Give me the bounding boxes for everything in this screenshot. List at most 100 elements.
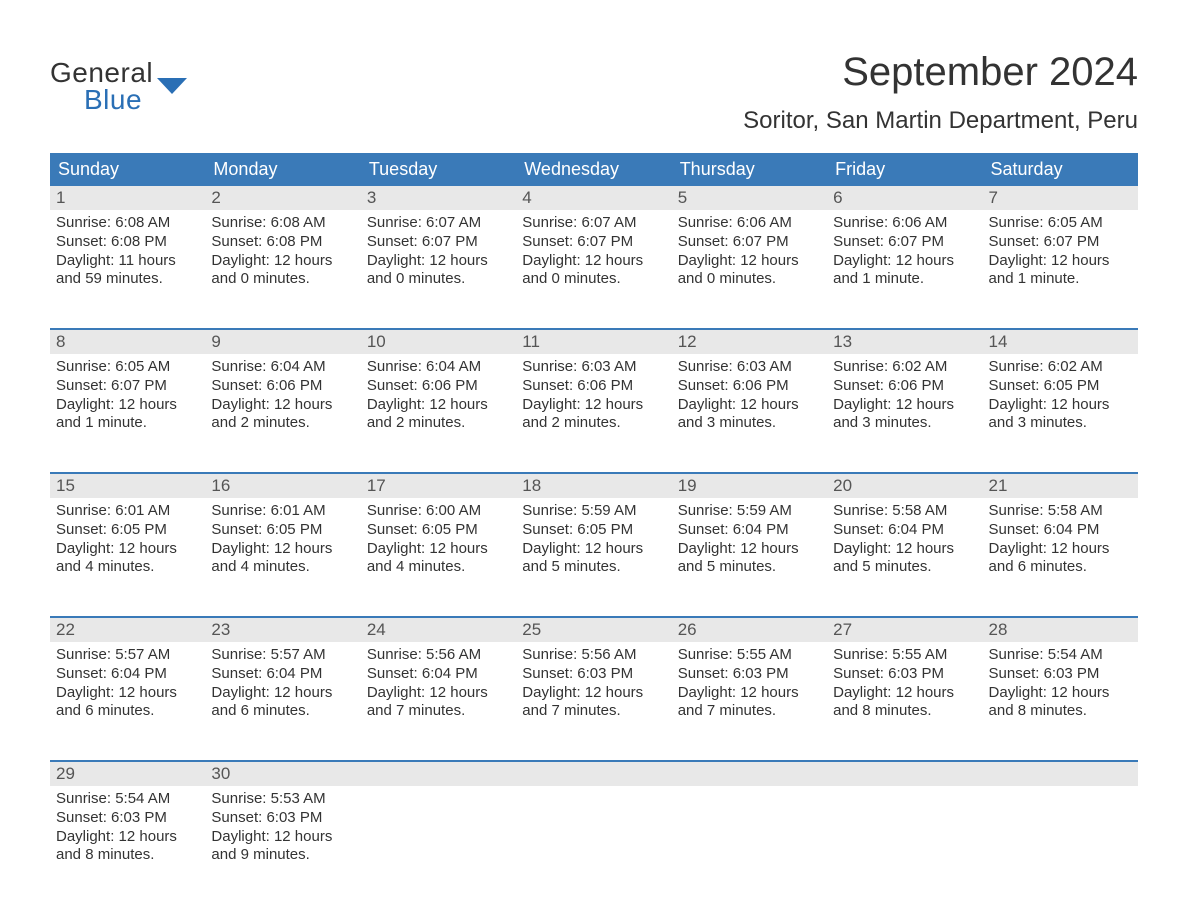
sunrise-text: Sunrise: 6:02 AM: [989, 358, 1132, 377]
daylight-text: Daylight: 12 hours and 3 minutes.: [678, 396, 821, 434]
day-number: 14: [983, 330, 1138, 354]
sunrise-text: Sunrise: 5:59 AM: [522, 502, 665, 521]
daylight-text: Daylight: 12 hours and 8 minutes.: [833, 684, 976, 722]
day-cell: 27Sunrise: 5:55 AMSunset: 6:03 PMDayligh…: [827, 618, 982, 746]
day-cell: 19Sunrise: 5:59 AMSunset: 6:04 PMDayligh…: [672, 474, 827, 602]
week-row: 22Sunrise: 5:57 AMSunset: 6:04 PMDayligh…: [50, 616, 1138, 746]
header-row: General Blue September 2024 Soritor, San…: [50, 50, 1138, 135]
day-number: 27: [827, 618, 982, 642]
sunset-text: Sunset: 6:05 PM: [367, 521, 510, 540]
daylight-text: Daylight: 12 hours and 2 minutes.: [522, 396, 665, 434]
daylight-text: Daylight: 12 hours and 0 minutes.: [211, 252, 354, 290]
sunrise-text: Sunrise: 6:08 AM: [211, 214, 354, 233]
daylight-text: Daylight: 12 hours and 8 minutes.: [56, 828, 199, 866]
sunrise-text: Sunrise: 6:05 AM: [989, 214, 1132, 233]
day-content: Sunrise: 6:03 AMSunset: 6:06 PMDaylight:…: [516, 354, 671, 441]
day-content: Sunrise: 6:03 AMSunset: 6:06 PMDaylight:…: [672, 354, 827, 441]
day-number: 30: [205, 762, 360, 786]
daylight-text: Daylight: 12 hours and 0 minutes.: [522, 252, 665, 290]
day-number: 9: [205, 330, 360, 354]
week-gap: [50, 314, 1138, 328]
day-content: Sunrise: 5:58 AMSunset: 6:04 PMDaylight:…: [983, 498, 1138, 585]
day-cell: 14Sunrise: 6:02 AMSunset: 6:05 PMDayligh…: [983, 330, 1138, 458]
daylight-text: Daylight: 12 hours and 3 minutes.: [989, 396, 1132, 434]
day-number: 29: [50, 762, 205, 786]
day-cell: 3Sunrise: 6:07 AMSunset: 6:07 PMDaylight…: [361, 186, 516, 314]
day-cell: 15Sunrise: 6:01 AMSunset: 6:05 PMDayligh…: [50, 474, 205, 602]
day-number: 8: [50, 330, 205, 354]
day-cell: 12Sunrise: 6:03 AMSunset: 6:06 PMDayligh…: [672, 330, 827, 458]
sunrise-text: Sunrise: 5:53 AM: [211, 790, 354, 809]
day-content: Sunrise: 5:59 AMSunset: 6:05 PMDaylight:…: [516, 498, 671, 585]
logo-line2: Blue: [84, 87, 153, 114]
day-content: Sunrise: 5:56 AMSunset: 6:03 PMDaylight:…: [516, 642, 671, 729]
day-content: Sunrise: 5:55 AMSunset: 6:03 PMDaylight:…: [672, 642, 827, 729]
dayheader-sat: Saturday: [983, 153, 1138, 186]
sunset-text: Sunset: 6:07 PM: [367, 233, 510, 252]
day-content: [983, 786, 1138, 798]
day-number: 21: [983, 474, 1138, 498]
day-cell: 23Sunrise: 5:57 AMSunset: 6:04 PMDayligh…: [205, 618, 360, 746]
day-content: Sunrise: 6:05 AMSunset: 6:07 PMDaylight:…: [983, 210, 1138, 297]
daylight-text: Daylight: 12 hours and 5 minutes.: [833, 540, 976, 578]
dayheader-row: Sunday Monday Tuesday Wednesday Thursday…: [50, 153, 1138, 186]
daylight-text: Daylight: 12 hours and 6 minutes.: [211, 684, 354, 722]
day-cell: 1Sunrise: 6:08 AMSunset: 6:08 PMDaylight…: [50, 186, 205, 314]
sunset-text: Sunset: 6:07 PM: [833, 233, 976, 252]
day-cell: 29Sunrise: 5:54 AMSunset: 6:03 PMDayligh…: [50, 762, 205, 890]
day-number: [827, 762, 982, 786]
sunrise-text: Sunrise: 6:06 AM: [678, 214, 821, 233]
sunset-text: Sunset: 6:07 PM: [678, 233, 821, 252]
sunrise-text: Sunrise: 6:08 AM: [56, 214, 199, 233]
daylight-text: Daylight: 12 hours and 9 minutes.: [211, 828, 354, 866]
day-content: Sunrise: 6:08 AMSunset: 6:08 PMDaylight:…: [50, 210, 205, 297]
sunset-text: Sunset: 6:07 PM: [989, 233, 1132, 252]
logo-line1: General: [50, 60, 153, 87]
sunrise-text: Sunrise: 5:55 AM: [833, 646, 976, 665]
daylight-text: Daylight: 12 hours and 6 minutes.: [56, 684, 199, 722]
dayheader-sun: Sunday: [50, 153, 205, 186]
sunset-text: Sunset: 6:03 PM: [522, 665, 665, 684]
day-number: 10: [361, 330, 516, 354]
day-content: Sunrise: 6:07 AMSunset: 6:07 PMDaylight:…: [516, 210, 671, 297]
day-cell: 4Sunrise: 6:07 AMSunset: 6:07 PMDaylight…: [516, 186, 671, 314]
day-number: 3: [361, 186, 516, 210]
day-cell: 16Sunrise: 6:01 AMSunset: 6:05 PMDayligh…: [205, 474, 360, 602]
dayheader-mon: Monday: [205, 153, 360, 186]
sunrise-text: Sunrise: 6:01 AM: [211, 502, 354, 521]
daylight-text: Daylight: 12 hours and 5 minutes.: [522, 540, 665, 578]
daylight-text: Daylight: 11 hours and 59 minutes.: [56, 252, 199, 290]
sunset-text: Sunset: 6:08 PM: [211, 233, 354, 252]
sunrise-text: Sunrise: 5:59 AM: [678, 502, 821, 521]
day-number: 1: [50, 186, 205, 210]
day-content: Sunrise: 5:53 AMSunset: 6:03 PMDaylight:…: [205, 786, 360, 873]
sunset-text: Sunset: 6:05 PM: [56, 521, 199, 540]
logo: General Blue: [50, 60, 187, 113]
logo-text: General Blue: [50, 60, 153, 113]
day-cell: 6Sunrise: 6:06 AMSunset: 6:07 PMDaylight…: [827, 186, 982, 314]
logo-flag-icon: [157, 76, 187, 96]
sunrise-text: Sunrise: 5:55 AM: [678, 646, 821, 665]
week-row: 29Sunrise: 5:54 AMSunset: 6:03 PMDayligh…: [50, 760, 1138, 890]
sunrise-text: Sunrise: 5:58 AM: [989, 502, 1132, 521]
day-number: [516, 762, 671, 786]
day-cell: 5Sunrise: 6:06 AMSunset: 6:07 PMDaylight…: [672, 186, 827, 314]
sunrise-text: Sunrise: 6:04 AM: [211, 358, 354, 377]
day-cell: 8Sunrise: 6:05 AMSunset: 6:07 PMDaylight…: [50, 330, 205, 458]
day-cell: 10Sunrise: 6:04 AMSunset: 6:06 PMDayligh…: [361, 330, 516, 458]
sunset-text: Sunset: 6:06 PM: [833, 377, 976, 396]
sunrise-text: Sunrise: 6:03 AM: [522, 358, 665, 377]
day-content: Sunrise: 5:54 AMSunset: 6:03 PMDaylight:…: [983, 642, 1138, 729]
day-cell: 7Sunrise: 6:05 AMSunset: 6:07 PMDaylight…: [983, 186, 1138, 314]
day-cell: 22Sunrise: 5:57 AMSunset: 6:04 PMDayligh…: [50, 618, 205, 746]
day-cell: 30Sunrise: 5:53 AMSunset: 6:03 PMDayligh…: [205, 762, 360, 890]
sunrise-text: Sunrise: 6:04 AM: [367, 358, 510, 377]
sunset-text: Sunset: 6:07 PM: [522, 233, 665, 252]
day-number: 20: [827, 474, 982, 498]
day-number: 11: [516, 330, 671, 354]
daylight-text: Daylight: 12 hours and 3 minutes.: [833, 396, 976, 434]
day-number: 18: [516, 474, 671, 498]
daylight-text: Daylight: 12 hours and 4 minutes.: [367, 540, 510, 578]
day-cell: 18Sunrise: 5:59 AMSunset: 6:05 PMDayligh…: [516, 474, 671, 602]
sunset-text: Sunset: 6:04 PM: [211, 665, 354, 684]
